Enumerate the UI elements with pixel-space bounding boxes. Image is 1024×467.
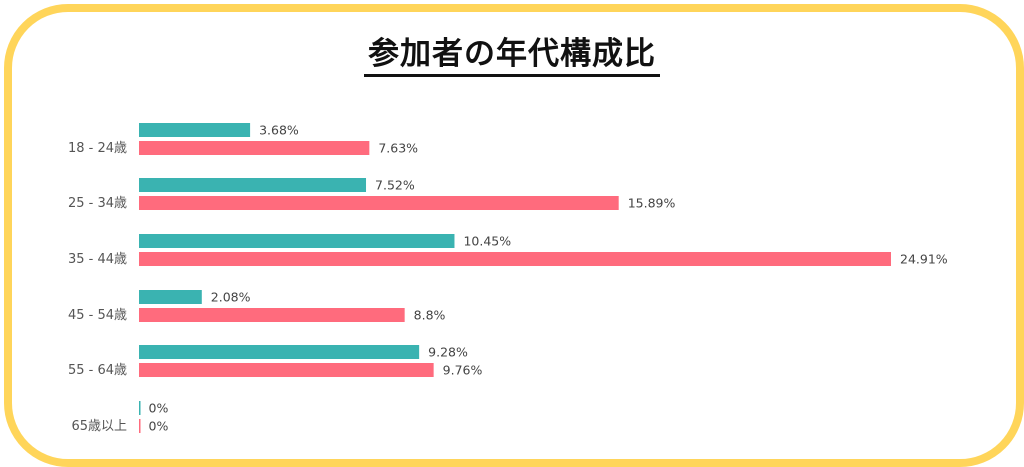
category-label: 65歳以上 <box>71 419 127 434</box>
data-label: 0% <box>149 401 169 416</box>
bar <box>139 345 420 359</box>
data-label: 9.76% <box>443 363 483 378</box>
category-label: 18 - 24歳 <box>68 141 127 156</box>
bar <box>139 308 405 322</box>
bar <box>139 196 619 210</box>
category-label: 35 - 44歳 <box>68 252 127 267</box>
data-label: 3.68% <box>259 123 299 138</box>
data-label: 2.08% <box>211 290 251 305</box>
data-label: 7.52% <box>375 178 415 193</box>
data-label: 15.89% <box>628 196 676 211</box>
bar <box>139 123 251 137</box>
chart-title: 参加者の年代構成比 <box>0 28 1024 77</box>
data-label: 0% <box>149 419 169 434</box>
category-label: 25 - 34歳 <box>68 196 127 211</box>
data-label: 7.63% <box>378 141 418 156</box>
category-label: 55 - 64歳 <box>68 363 127 378</box>
bar <box>139 178 367 192</box>
bar <box>139 401 141 415</box>
data-label: 24.91% <box>900 252 948 267</box>
category-label: 45 - 54歳 <box>68 308 127 323</box>
data-label: 10.45% <box>463 234 511 249</box>
bar <box>139 419 141 433</box>
bar <box>139 252 891 266</box>
chart-title-text: 参加者の年代構成比 <box>364 36 660 77</box>
bar <box>139 234 455 248</box>
bar <box>139 141 370 155</box>
data-label: 8.8% <box>414 308 446 323</box>
bar <box>139 290 202 304</box>
data-label: 9.28% <box>428 345 468 360</box>
bar <box>139 363 434 377</box>
